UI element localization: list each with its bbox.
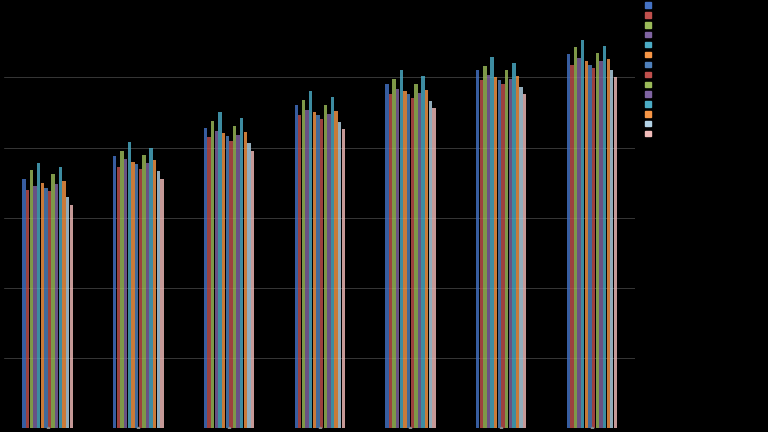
Bar	[386, 84, 389, 428]
Bar	[251, 151, 254, 428]
Bar	[588, 65, 591, 428]
Bar	[207, 137, 210, 428]
Bar	[240, 118, 243, 428]
Bar	[578, 58, 581, 428]
Bar	[338, 122, 342, 428]
Bar	[37, 163, 40, 428]
Bar	[58, 167, 62, 428]
Bar	[483, 66, 486, 428]
Bar	[62, 181, 66, 428]
Bar	[523, 94, 526, 428]
Bar	[392, 79, 396, 428]
Bar	[204, 128, 207, 428]
Bar	[498, 80, 501, 428]
Bar	[226, 137, 229, 428]
Bar	[243, 132, 247, 428]
Bar	[146, 163, 149, 428]
Bar	[422, 76, 425, 428]
Bar	[302, 100, 305, 428]
Bar	[508, 79, 512, 428]
Bar	[138, 168, 142, 428]
Bar	[389, 94, 392, 428]
Bar	[399, 70, 403, 428]
Bar	[327, 114, 330, 428]
Bar	[603, 46, 606, 428]
Bar	[414, 84, 418, 428]
Bar	[432, 108, 435, 428]
Bar	[229, 140, 233, 428]
Bar	[396, 89, 399, 428]
Bar	[51, 174, 55, 428]
Bar	[494, 77, 498, 428]
Bar	[150, 147, 153, 428]
Bar	[48, 191, 51, 428]
Bar	[309, 92, 313, 428]
Bar	[418, 93, 421, 428]
Legend: , , , , , , , , , , , , , : , , , , , , , , , , , , ,	[645, 3, 653, 137]
Bar	[313, 112, 316, 428]
Bar	[342, 129, 345, 428]
Bar	[215, 131, 218, 428]
Bar	[519, 87, 523, 428]
Bar	[516, 76, 519, 428]
Bar	[218, 112, 222, 428]
Bar	[131, 162, 134, 428]
Bar	[127, 142, 131, 428]
Bar	[22, 179, 26, 428]
Bar	[33, 186, 37, 428]
Bar	[407, 94, 410, 428]
Bar	[157, 172, 160, 428]
Bar	[479, 80, 483, 428]
Bar	[153, 160, 157, 428]
Bar	[596, 53, 599, 428]
Bar	[316, 114, 319, 428]
Bar	[487, 75, 490, 428]
Bar	[298, 114, 302, 428]
Bar	[505, 70, 508, 428]
Bar	[320, 120, 323, 428]
Bar	[599, 61, 603, 428]
Bar	[66, 197, 69, 428]
Bar	[30, 170, 33, 428]
Bar	[55, 184, 58, 428]
Bar	[121, 151, 124, 428]
Bar	[411, 98, 414, 428]
Bar	[211, 121, 214, 428]
Bar	[247, 143, 250, 428]
Bar	[70, 205, 73, 428]
Bar	[429, 101, 432, 428]
Bar	[607, 59, 610, 428]
Bar	[233, 127, 237, 428]
Bar	[425, 90, 429, 428]
Bar	[26, 190, 29, 428]
Bar	[570, 65, 574, 428]
Bar	[334, 111, 338, 428]
Bar	[610, 70, 614, 428]
Bar	[294, 105, 298, 428]
Bar	[331, 97, 334, 428]
Bar	[502, 84, 505, 428]
Bar	[512, 63, 515, 428]
Bar	[584, 61, 588, 428]
Bar	[574, 47, 578, 428]
Bar	[222, 133, 225, 428]
Bar	[117, 167, 120, 428]
Bar	[323, 105, 327, 428]
Bar	[614, 77, 617, 428]
Bar	[135, 164, 138, 428]
Bar	[567, 54, 570, 428]
Bar	[581, 40, 584, 428]
Bar	[237, 135, 240, 428]
Bar	[491, 57, 494, 428]
Bar	[142, 155, 145, 428]
Bar	[124, 159, 127, 428]
Bar	[45, 188, 48, 428]
Bar	[41, 183, 44, 428]
Bar	[476, 70, 479, 428]
Bar	[592, 68, 595, 428]
Bar	[113, 156, 117, 428]
Bar	[403, 92, 407, 428]
Bar	[306, 110, 309, 428]
Bar	[161, 179, 164, 428]
